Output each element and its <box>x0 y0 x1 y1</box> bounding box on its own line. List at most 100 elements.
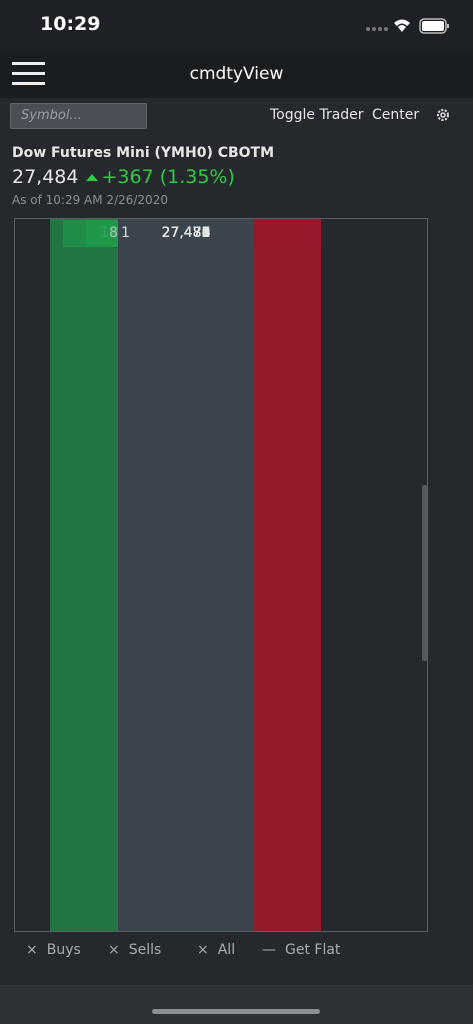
toggle-trader-button[interactable]: Toggle Trader <box>270 107 364 123</box>
menu-button[interactable] <box>12 61 46 87</box>
ask-column <box>254 219 321 931</box>
ask-column <box>254 219 321 931</box>
ask-column <box>254 219 321 931</box>
bid-column <box>50 219 118 931</box>
bid-column <box>50 219 118 931</box>
footer-actions: × Buys × Sells × All — Get Flat <box>0 942 473 964</box>
bid-column <box>50 219 118 931</box>
last-price: 27,484 <box>12 166 79 188</box>
ask-column <box>254 219 321 931</box>
ask-column <box>254 219 321 931</box>
price-ladder: 27,49727,49627,49527,494627,4931027,4921… <box>14 218 428 932</box>
footer-button[interactable]: × Sells <box>108 942 161 958</box>
bid-column <box>50 219 118 931</box>
bid-column <box>50 219 118 931</box>
price-level[interactable]: 27,474 <box>161 225 211 241</box>
ask-column <box>254 219 321 931</box>
footer-button[interactable]: × Buys <box>26 942 81 958</box>
price-level[interactable]: 27,484 <box>161 225 211 241</box>
price-level[interactable]: 27,482 <box>161 225 211 241</box>
quote-line: 27,484 +367 (1.35%) <box>12 166 235 188</box>
bid-column <box>50 219 118 931</box>
bid-column <box>50 219 118 931</box>
bid-column <box>50 219 118 931</box>
last-trade-cell <box>118 219 254 931</box>
ask-column <box>254 219 321 931</box>
ask-column <box>254 219 321 931</box>
button-label: Sells <box>128 942 162 958</box>
ask-column <box>254 219 321 931</box>
bid-column <box>50 219 118 931</box>
price-change: +367 (1.35%) <box>101 166 235 188</box>
timestamp: As of 10:29 AM 2/26/2020 <box>12 193 168 207</box>
ask-bar <box>254 220 266 247</box>
last-trade-size: 1 <box>121 225 130 241</box>
ask-column <box>254 219 321 931</box>
ask-column <box>254 219 321 931</box>
bid-bar <box>86 220 118 247</box>
ask-column <box>254 219 321 931</box>
ask-column <box>254 219 321 931</box>
price-level[interactable]: 27,477 <box>161 225 211 241</box>
button-icon: × <box>108 942 120 958</box>
bid-column <box>50 219 118 931</box>
bid-column <box>50 219 118 931</box>
ask-column <box>254 219 321 931</box>
bid-column <box>50 219 118 931</box>
button-icon: × <box>26 942 38 958</box>
button-icon: × <box>197 942 209 958</box>
button-label: Buys <box>46 942 81 958</box>
app-title: cmdtyView <box>189 64 284 84</box>
price-level[interactable]: 27,476 <box>161 225 211 241</box>
ask-column <box>254 219 321 931</box>
symbol-placeholder: Symbol... <box>21 108 82 123</box>
bid-column <box>50 219 118 931</box>
ask-column <box>254 219 321 931</box>
footer-button[interactable]: — Get Flat <box>262 942 340 958</box>
bid-column <box>50 219 118 931</box>
ask-column <box>254 219 321 931</box>
clock: 10:29 <box>40 13 101 35</box>
ask-column <box>254 219 321 931</box>
price-level[interactable]: 27,479 <box>161 225 211 241</box>
bid-column <box>50 219 118 931</box>
button-label: All <box>217 942 236 958</box>
bid-column <box>50 219 118 931</box>
price-level[interactable]: 27,483 <box>161 225 211 241</box>
ask-column <box>254 219 321 931</box>
scrollbar <box>422 485 427 661</box>
nav-bar: cmdtyView <box>0 50 473 98</box>
ask-column <box>254 219 321 931</box>
bid-column <box>50 219 118 931</box>
bid-column <box>50 219 118 931</box>
bid-column <box>50 219 118 931</box>
up-arrow <box>86 174 99 181</box>
bid-column <box>50 219 118 931</box>
ask-column <box>254 219 321 931</box>
bottom-bar <box>0 985 473 1024</box>
instrument-name: Dow Futures Mini (YMH0) CBOTM <box>12 145 275 161</box>
bid-column <box>50 219 118 931</box>
bid-column <box>50 219 118 931</box>
status-icons <box>366 18 449 34</box>
price-level[interactable]: 27,473 <box>161 225 211 241</box>
home-indicator <box>152 1009 320 1014</box>
bid-column <box>50 219 118 931</box>
symbol-input[interactable]: Symbol... <box>10 103 147 129</box>
bid-column <box>50 219 118 931</box>
price-level[interactable]: 27,478 <box>161 225 211 241</box>
status-bar: 10:29 <box>0 0 473 50</box>
bid-column <box>50 219 118 931</box>
center-button[interactable]: Center <box>372 107 420 123</box>
settings-button[interactable] <box>435 107 451 123</box>
footer-button[interactable]: × All <box>197 942 235 958</box>
bid-size[interactable]: 8 <box>109 225 118 241</box>
ask-column <box>254 219 321 931</box>
ask-size[interactable]: 3 <box>259 225 268 241</box>
ask-column <box>254 219 321 931</box>
price-level[interactable]: 27,481 <box>161 225 211 241</box>
price-level[interactable]: 27,480 <box>161 225 211 241</box>
price-level[interactable]: 27,475 <box>161 225 211 241</box>
